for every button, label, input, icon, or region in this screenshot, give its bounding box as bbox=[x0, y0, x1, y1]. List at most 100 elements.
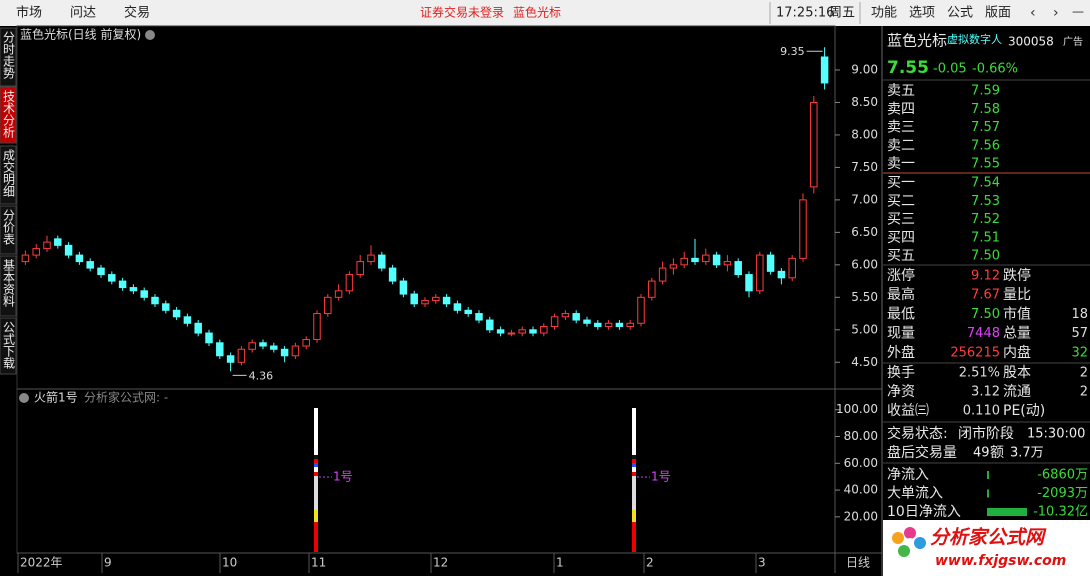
book-price: 7.56 bbox=[971, 138, 1000, 153]
stat-label: 流通 bbox=[1003, 384, 1031, 400]
signal-bar bbox=[632, 408, 636, 455]
signal-bar bbox=[314, 510, 318, 522]
side-tab[interactable] bbox=[0, 255, 17, 317]
candle-body bbox=[75, 254, 84, 263]
candle-body bbox=[356, 261, 364, 276]
candle-body bbox=[745, 274, 753, 292]
candle-body bbox=[648, 280, 656, 298]
side-tab[interactable] bbox=[0, 145, 17, 205]
book-price: 7.53 bbox=[971, 194, 1000, 209]
y-tick-label: 80.00 bbox=[844, 429, 878, 443]
candle-body bbox=[280, 348, 289, 357]
candle-body bbox=[540, 326, 548, 334]
stat-value: 0.110 bbox=[963, 404, 1000, 419]
menu-item[interactable]: 问达 bbox=[70, 6, 96, 21]
stat-value: 3.12 bbox=[971, 385, 1000, 400]
side-tab-label: 基本资料 bbox=[2, 259, 16, 307]
menu-item[interactable]: 交易 bbox=[124, 5, 150, 21]
stat-label: 现量 bbox=[887, 326, 915, 342]
menu-icon[interactable] bbox=[19, 393, 29, 403]
side-tab[interactable] bbox=[0, 317, 17, 375]
candle-body bbox=[777, 270, 786, 279]
flow-label: 大单流入 bbox=[887, 486, 943, 502]
candle-body bbox=[453, 303, 462, 311]
candle-body bbox=[594, 322, 602, 328]
signal-bar bbox=[632, 522, 636, 552]
signal-bar bbox=[632, 467, 636, 472]
price: 7.55 bbox=[887, 58, 929, 78]
candle-body bbox=[518, 329, 526, 334]
candle-body bbox=[550, 316, 559, 328]
forward-icon[interactable]: › bbox=[1053, 5, 1059, 21]
signal-bar bbox=[314, 522, 318, 552]
menu-item[interactable]: 市场 bbox=[16, 5, 42, 21]
stat-value: 2 bbox=[1080, 366, 1088, 381]
y-tick-label: 8.00 bbox=[851, 127, 878, 141]
side-tab-label: 技术分析 bbox=[2, 90, 16, 139]
trade-label: 盘后交易量 bbox=[887, 444, 957, 461]
x-tick-label: 10 bbox=[222, 556, 237, 570]
candle-body bbox=[712, 254, 721, 266]
ad-label: 广告 bbox=[1063, 35, 1083, 48]
tool-item[interactable]: 公式 bbox=[947, 6, 973, 21]
stat-value: 32 bbox=[1071, 345, 1088, 360]
candle-body bbox=[799, 199, 807, 259]
book-label: 买三 bbox=[887, 212, 915, 228]
candle-body bbox=[118, 280, 127, 289]
stat-value: 7.50 bbox=[971, 307, 1000, 322]
book-price: 7.58 bbox=[971, 102, 1000, 117]
flow-value: -10.32亿 bbox=[1033, 505, 1088, 520]
candle-body bbox=[302, 339, 310, 347]
book-price: 7.59 bbox=[971, 84, 1000, 99]
stat-label: 市值 bbox=[1003, 305, 1031, 322]
stat-value: 57 bbox=[1071, 326, 1088, 341]
candle-body bbox=[680, 257, 688, 266]
candle-body bbox=[820, 56, 829, 84]
book-price: 7.57 bbox=[971, 120, 1000, 135]
signal-bar bbox=[314, 472, 318, 476]
signal-bar bbox=[632, 455, 636, 459]
logo-petal bbox=[904, 527, 916, 539]
tool-item[interactable]: 选项 bbox=[909, 6, 935, 21]
flow-bar bbox=[987, 508, 1027, 516]
trade-time: 15:30:00 bbox=[1027, 427, 1085, 442]
candle-body bbox=[270, 345, 278, 350]
signal-bar bbox=[314, 476, 318, 510]
back-icon[interactable]: ‹ bbox=[1030, 5, 1036, 21]
tool-item[interactable]: 功能 bbox=[871, 6, 897, 21]
candle-body bbox=[432, 296, 440, 302]
candle-body bbox=[388, 267, 397, 282]
candle-body bbox=[561, 313, 570, 318]
stat-value: 9.12 bbox=[971, 269, 1000, 284]
candle-body bbox=[669, 264, 678, 269]
book-label: 卖二 bbox=[887, 138, 915, 154]
book-label: 卖三 bbox=[887, 120, 915, 136]
tool-item[interactable]: 版面 bbox=[985, 6, 1011, 21]
x-tick-label: 2 bbox=[646, 556, 654, 570]
candle-body bbox=[248, 342, 256, 350]
book-label: 卖五 bbox=[887, 83, 915, 99]
candle-body bbox=[21, 254, 30, 263]
side-tab-label: 分价表 bbox=[2, 209, 16, 245]
weekday: 周五 bbox=[829, 6, 855, 21]
x-tick-label: 3 bbox=[758, 556, 766, 570]
side-tab[interactable] bbox=[0, 27, 17, 87]
clock: 17:25:16 bbox=[776, 6, 834, 21]
side-tab-label: 成交明细 bbox=[2, 149, 16, 197]
candle-body bbox=[237, 348, 246, 363]
candle-body bbox=[324, 296, 332, 315]
signal-bar bbox=[314, 467, 318, 472]
side-tab-label: 公式下载 bbox=[2, 321, 16, 370]
book-price: 7.52 bbox=[971, 212, 1000, 227]
menu-icon[interactable] bbox=[145, 30, 155, 40]
side-tab[interactable] bbox=[0, 205, 17, 255]
side-tab[interactable] bbox=[0, 86, 17, 144]
candle-body bbox=[442, 296, 451, 305]
book-price: 7.51 bbox=[971, 230, 1000, 245]
indicator-title: 火箭1号 bbox=[34, 390, 78, 405]
minimize-icon[interactable]: — bbox=[1072, 5, 1084, 19]
candle-body bbox=[421, 300, 429, 305]
y-tick-label: 20.00 bbox=[844, 509, 878, 523]
flow-bar bbox=[987, 489, 989, 498]
signal-label: 1号 bbox=[333, 470, 353, 484]
